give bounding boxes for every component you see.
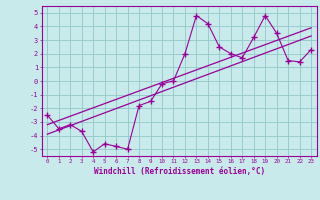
X-axis label: Windchill (Refroidissement éolien,°C): Windchill (Refroidissement éolien,°C) [94, 167, 265, 176]
